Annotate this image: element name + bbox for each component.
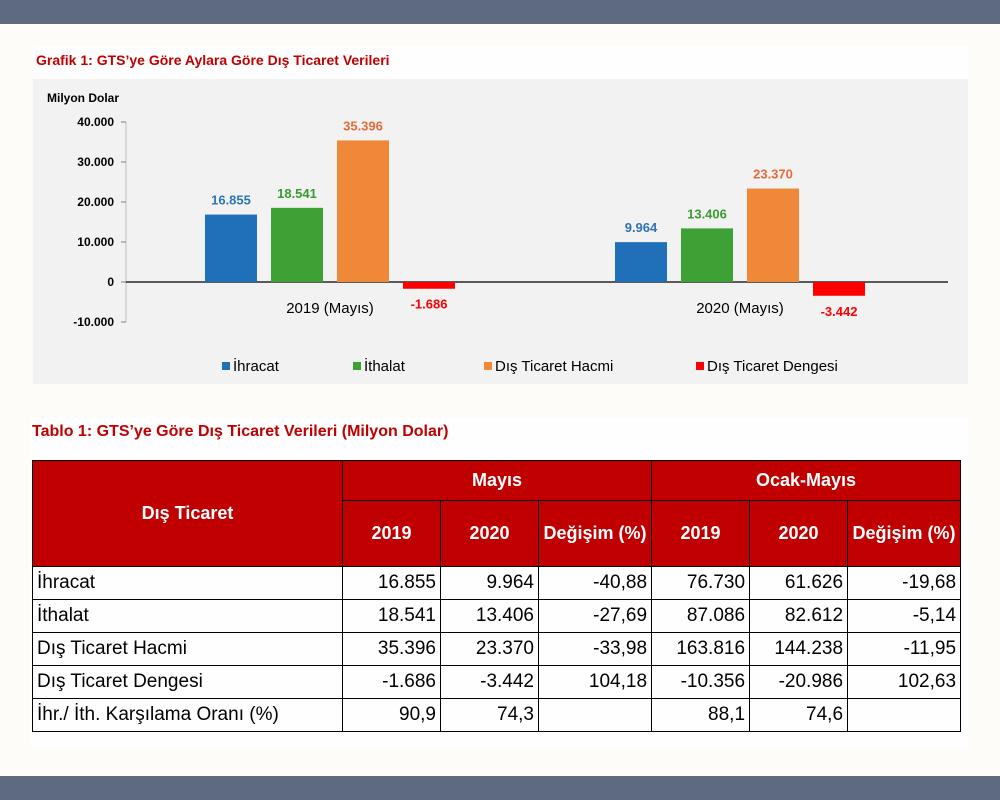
table-cell: 102,63 (847, 665, 962, 699)
sub-header: 2020 (749, 500, 849, 567)
table-panel: Tablo 1: GTS’ye Göre Dış Ticaret Veriler… (30, 418, 968, 748)
y-axis-label: Milyon Dolar (47, 91, 119, 105)
bar (747, 188, 799, 282)
y-tick-label: 40.000 (77, 115, 114, 129)
chart-panel: Grafik 1: GTS’ye Göre Aylara Göre Dış Ti… (33, 46, 968, 384)
table-cell: 23.370 (440, 632, 539, 666)
table-cell: -5,14 (847, 599, 962, 633)
bar (271, 207, 323, 282)
table-row: Dış Ticaret Dengesi -1.686 -3.442 104,18… (32, 665, 962, 699)
group-header-mayis: Mayıs (341, 460, 653, 501)
table-cell: 74,3 (440, 698, 539, 732)
legend-swatch (484, 362, 492, 370)
table-cell: -27,69 (537, 599, 653, 633)
legend-label: Dış Ticaret Dengesi (707, 358, 838, 375)
table-cell: 163.816 (651, 632, 751, 666)
row-label: İthalat (32, 599, 343, 633)
table-cell (847, 698, 962, 732)
table-row: Dış Ticaret Hacmi 35.396 23.370 -33,98 1… (32, 632, 962, 666)
bottom-frame-band (0, 776, 1000, 800)
table-row: İhracat 16.855 9.964 -40,88 76.730 61.62… (32, 566, 962, 600)
legend-label: Dış Ticaret Hacmi (495, 358, 613, 375)
table-cell: 144.238 (749, 632, 849, 666)
table-cell: 87.086 (651, 599, 751, 633)
sub-header: Değişim (%) (847, 500, 962, 567)
data-label: 18.541 (277, 186, 317, 201)
y-tick-label: 0 (107, 275, 114, 289)
table-cell: -1.686 (342, 665, 441, 699)
bar (681, 228, 733, 282)
legend-swatch (222, 362, 230, 370)
top-frame-band (0, 0, 1000, 24)
table-cell: 82.612 (749, 599, 849, 633)
bar (403, 282, 455, 289)
data-label: -3.442 (821, 304, 858, 319)
sub-header: 2019 (342, 500, 441, 567)
bar (615, 242, 667, 282)
category-label: 2019 (Mayıs) (286, 300, 374, 317)
table-cell: 16.855 (342, 566, 441, 600)
row-label: Dış Ticaret Dengesi (32, 665, 343, 699)
legend-label: İthalat (364, 357, 406, 375)
chart-title: Grafik 1: GTS’ye Göre Aylara Göre Dış Ti… (36, 52, 390, 68)
legend-label: İhracat (233, 357, 280, 375)
table-cell: 61.626 (749, 566, 849, 600)
y-tick-label: -10.000 (73, 315, 114, 329)
table-corner-header: Dış Ticaret (32, 460, 343, 567)
bar (337, 140, 389, 282)
legend-swatch (353, 362, 361, 370)
table-cell: 104,18 (537, 665, 653, 699)
table-cell: 9.964 (440, 566, 539, 600)
table-cell: 74,6 (749, 698, 849, 732)
data-label: 9.964 (625, 220, 658, 235)
category-label: 2020 (Mayıs) (696, 300, 784, 317)
sub-header: 2020 (440, 500, 539, 567)
bar (813, 282, 865, 296)
table-cell: 35.396 (342, 632, 441, 666)
data-label: -1.686 (411, 297, 448, 312)
table-cell: 18.541 (342, 599, 441, 633)
y-tick-label: 20.000 (77, 195, 114, 209)
table-cell: 13.406 (440, 599, 539, 633)
y-tick-label: 10.000 (77, 235, 114, 249)
legend-swatch (696, 362, 704, 370)
chart-plot-area: Milyon Dolar -10.000 0 10.000 20.000 30.000 40… (33, 79, 968, 384)
table-cell: -11,95 (847, 632, 962, 666)
data-label: 23.370 (753, 167, 793, 182)
table-row: İthalat 18.541 13.406 -27,69 87.086 82.6… (32, 599, 962, 633)
row-label: Dış Ticaret Hacmi (32, 632, 343, 666)
table-title: Tablo 1: GTS’ye Göre Dış Ticaret Veriler… (32, 423, 449, 440)
table-cell: -40,88 (537, 566, 653, 600)
y-tick-label: 30.000 (77, 155, 114, 169)
sub-header: 2019 (651, 500, 751, 567)
row-label: İhr./ İth. Karşılama Oranı (%) (32, 698, 343, 732)
table-cell: 88,1 (651, 698, 751, 732)
row-label: İhracat (32, 566, 343, 600)
sub-header: Değişim (%) (537, 500, 653, 567)
table-cell: 76.730 (651, 566, 751, 600)
data-label: 16.855 (211, 193, 251, 208)
table-cell: 90,9 (342, 698, 441, 732)
bar (205, 214, 257, 282)
data-label: 35.396 (343, 118, 383, 133)
table-cell: -3.442 (440, 665, 539, 699)
bar-chart: Milyon Dolar -10.000 0 10.000 20.000 30.000 40… (47, 91, 948, 375)
trade-data-table: Dış Ticaret Mayıs Ocak-Mayıs 2019 2020 D… (32, 460, 962, 732)
table-cell: -33,98 (537, 632, 653, 666)
table-cell (537, 698, 653, 732)
table-cell: -10.356 (651, 665, 751, 699)
group-header-ocak-mayis: Ocak-Mayıs (651, 460, 962, 501)
table-cell: -19,68 (847, 566, 962, 600)
table-cell: -20.986 (749, 665, 849, 699)
table-row: İhr./ İth. Karşılama Oranı (%) 90,9 74,3… (32, 698, 962, 732)
data-label: 13.406 (687, 206, 727, 221)
